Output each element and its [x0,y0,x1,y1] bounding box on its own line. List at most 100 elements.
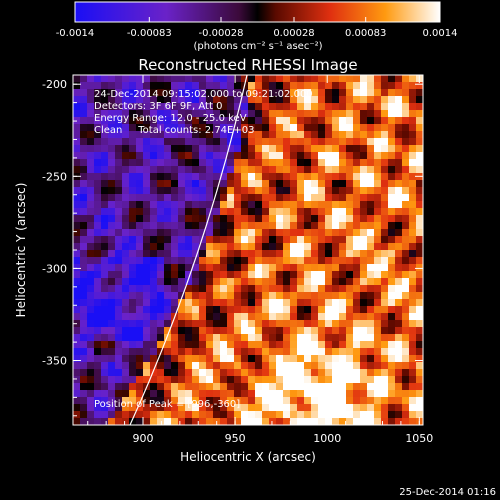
heatmap-pixel [304,89,312,97]
heatmap-pixel [227,362,235,370]
heatmap-pixel [101,383,109,391]
heatmap-pixel [87,348,95,356]
heatmap-pixel [80,194,88,202]
heatmap-pixel [332,194,340,202]
heatmap-pixel [122,404,130,412]
heatmap-pixel [332,159,340,167]
heatmap-pixel [241,89,249,97]
heatmap-pixel [283,159,291,167]
heatmap-pixel [213,89,221,97]
heatmap-pixel [157,355,165,363]
heatmap-pixel [262,159,270,167]
heatmap-pixel [276,103,284,111]
heatmap-pixel [227,299,235,307]
heatmap-pixel [136,299,144,307]
heatmap-pixel [150,418,158,425]
heatmap-pixel [150,264,158,272]
heatmap-pixel [199,397,207,405]
heatmap-pixel [115,320,123,328]
heatmap-pixel [241,257,249,265]
annotation-energy-range: Energy Range: 12.0 - 25.0 keV [94,113,247,124]
heatmap-pixel [269,110,277,118]
heatmap-pixel [402,285,410,293]
heatmap-pixel [367,187,375,195]
heatmap-pixel [199,138,207,146]
heatmap-pixel [122,75,130,83]
heatmap-pixel [227,348,235,356]
heatmap-pixel [80,390,88,398]
heatmap-pixel [185,103,193,111]
heatmap-pixel [367,236,375,244]
heatmap-pixel [171,355,179,363]
heatmap-pixel [360,208,368,216]
heatmap-pixel [353,397,361,405]
heatmap-pixel [255,313,263,321]
heatmap-pixel [409,327,417,335]
heatmap-pixel [171,152,179,160]
heatmap-pixel [374,320,382,328]
heatmap-pixel [122,348,130,356]
heatmap-pixel [255,222,263,230]
heatmap-pixel [122,264,130,272]
heatmap-pixel [276,383,284,391]
heatmap-pixel [136,376,144,384]
heatmap-pixel [297,194,305,202]
heatmap-pixel [199,145,207,153]
heatmap-pixel [304,173,312,181]
heatmap-pixel [185,173,193,181]
heatmap-pixel [262,418,270,425]
heatmap-pixel [248,376,256,384]
heatmap-pixel [220,187,228,195]
heatmap-pixel [332,278,340,286]
heatmap-pixel [297,362,305,370]
heatmap-pixel [227,75,235,83]
heatmap-pixel [115,397,123,405]
heatmap-pixel [129,390,137,398]
heatmap-pixel [164,229,172,237]
heatmap-pixel [178,362,186,370]
heatmap-pixel [297,411,305,419]
heatmap-pixel [136,383,144,391]
heatmap-pixel [325,215,333,223]
heatmap-pixel [115,152,123,160]
heatmap-pixel [374,418,382,425]
heatmap-pixel [192,271,200,279]
heatmap-pixel [395,264,403,272]
heatmap-pixel [297,159,305,167]
heatmap-pixel [73,278,81,286]
heatmap-pixel [87,173,95,181]
heatmap-pixel [353,96,361,104]
heatmap-pixel [304,103,312,111]
heatmap-pixel [101,229,109,237]
heatmap-pixel [206,292,214,300]
heatmap-pixel [346,194,354,202]
heatmap-pixel [381,89,389,97]
heatmap-pixel [241,222,249,230]
heatmap-pixel [255,320,263,328]
heatmap-pixel [346,264,354,272]
heatmap-pixel [220,215,228,223]
heatmap-pixel [192,334,200,342]
heatmap-pixel [87,390,95,398]
heatmap-pixel [353,159,361,167]
heatmap-pixel [367,159,375,167]
heatmap-pixel [129,334,137,342]
heatmap-pixel [80,257,88,265]
heatmap-pixel [129,348,137,356]
heatmap-pixel [269,341,277,349]
heatmap-pixel [395,138,403,146]
heatmap-pixel [381,103,389,111]
heatmap-pixel [325,194,333,202]
heatmap-pixel [115,222,123,230]
heatmap-pixel [297,397,305,405]
heatmap-pixel [248,264,256,272]
heatmap-pixel [199,257,207,265]
heatmap-pixel [269,334,277,342]
heatmap-pixel [192,397,200,405]
heatmap-pixel [346,75,354,83]
heatmap-pixel [304,236,312,244]
heatmap-pixel [206,131,214,139]
heatmap-pixel [269,208,277,216]
heatmap-pixel [143,292,151,300]
heatmap-pixel [290,166,298,174]
